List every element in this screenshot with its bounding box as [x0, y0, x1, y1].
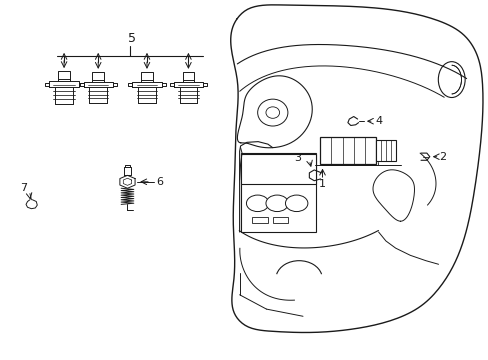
- Bar: [272, 217, 288, 223]
- Ellipse shape: [257, 99, 287, 126]
- Ellipse shape: [265, 107, 279, 118]
- Text: 5: 5: [128, 32, 136, 45]
- Text: 3: 3: [294, 153, 301, 163]
- Bar: [240, 153, 316, 232]
- Text: 7: 7: [20, 183, 27, 193]
- Bar: [252, 217, 267, 223]
- Bar: [320, 137, 375, 164]
- Circle shape: [285, 195, 307, 212]
- Circle shape: [265, 195, 288, 212]
- Bar: [375, 140, 395, 161]
- Text: 4: 4: [374, 116, 382, 126]
- Bar: [240, 154, 316, 184]
- Text: 1: 1: [318, 179, 325, 189]
- Ellipse shape: [437, 62, 464, 98]
- Text: 2: 2: [439, 152, 446, 162]
- Text: 6: 6: [157, 177, 163, 187]
- Circle shape: [246, 195, 268, 212]
